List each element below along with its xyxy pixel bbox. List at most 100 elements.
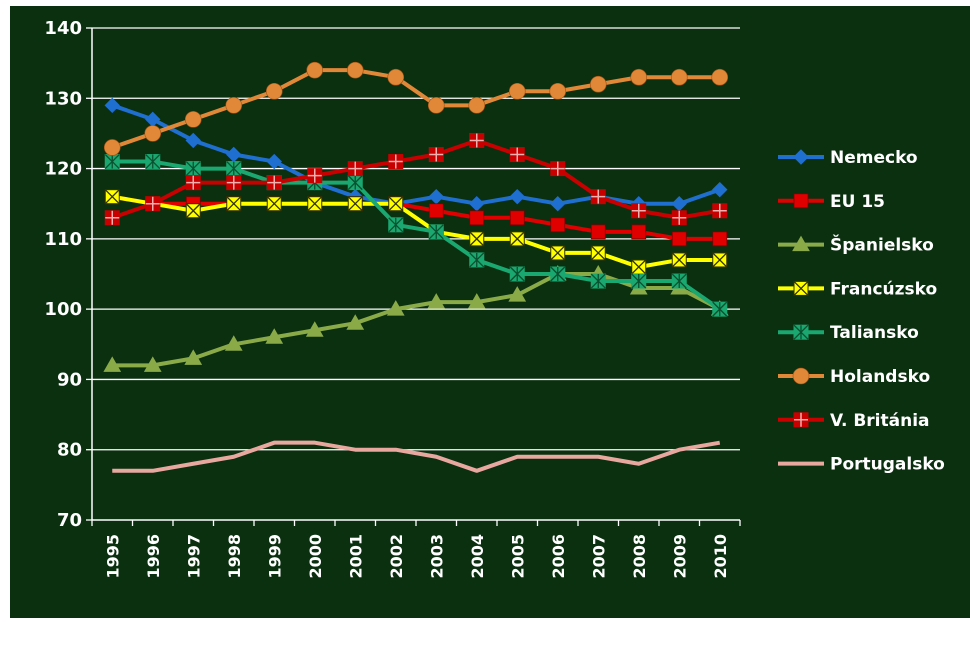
legend-marker	[793, 412, 809, 428]
legend-item: Holandsko	[778, 367, 930, 387]
data-point	[468, 97, 486, 114]
data-point	[670, 68, 688, 86]
legend-marker	[792, 235, 810, 252]
data-point	[185, 132, 201, 149]
data-point	[550, 245, 566, 261]
legend-label: Nemecko	[830, 148, 918, 168]
data-point	[144, 125, 162, 142]
data-point	[469, 132, 485, 148]
data-point	[145, 196, 161, 212]
data-point	[509, 210, 525, 226]
data-point	[469, 231, 485, 247]
legend-item: EU 15	[778, 192, 885, 212]
data-point	[550, 161, 566, 177]
data-point	[712, 252, 728, 268]
legend-label: Taliansko	[830, 323, 919, 343]
legend-marker	[793, 324, 809, 340]
data-point	[103, 139, 121, 156]
data-point	[387, 68, 405, 86]
x-tick-label: 2002	[387, 534, 406, 579]
data-point	[509, 147, 525, 163]
data-point	[509, 266, 525, 282]
data-point	[388, 196, 404, 212]
data-point	[590, 189, 606, 205]
x-tick-label: 1995	[103, 534, 122, 579]
data-point	[305, 321, 324, 337]
y-tick-labels: 70 80 90 100 110 120 130 140	[44, 18, 82, 531]
series-line-francúzsko	[111, 194, 720, 269]
data-point	[306, 61, 324, 79]
data-point	[386, 300, 405, 316]
data-point	[508, 82, 526, 100]
x-tick-label: 2001	[346, 534, 365, 579]
x-tick-label: 2010	[711, 534, 730, 579]
series-line-taliansko	[112, 159, 721, 311]
y-tick-label: 110	[44, 229, 82, 250]
data-point	[590, 273, 606, 289]
x-tick-label: 2009	[670, 534, 689, 579]
data-point	[428, 224, 444, 240]
data-point	[307, 196, 323, 212]
legend-marker	[793, 193, 809, 209]
data-point	[184, 349, 203, 365]
y-tick-label: 70	[57, 510, 82, 531]
data-point	[266, 175, 282, 191]
data-point	[508, 286, 527, 302]
data-point	[265, 328, 284, 344]
legend-item: V. Británia	[778, 411, 930, 431]
y-tick-label: 90	[57, 369, 82, 390]
x-tick-label: 1998	[225, 534, 244, 579]
y-tick-label: 120	[44, 159, 82, 180]
data-point	[469, 210, 485, 226]
data-point	[509, 231, 525, 247]
data-point	[631, 273, 647, 289]
series-line-nemecko	[111, 103, 721, 206]
legend-label: Francúzsko	[830, 279, 937, 299]
data-point	[226, 161, 242, 177]
data-point	[104, 189, 120, 205]
data-point	[347, 196, 363, 212]
data-point	[185, 203, 201, 219]
data-point	[671, 273, 687, 289]
data-point	[224, 335, 243, 351]
x-tick-label: 1996	[144, 534, 163, 579]
x-tick-labels: 1995 1996 1997 1998 1999 2000 2001 2002 2003 2004…	[103, 534, 730, 579]
y-tick-label: 130	[44, 88, 82, 109]
data-point	[265, 82, 283, 100]
x-tick-label: 2008	[630, 534, 649, 579]
data-point	[104, 154, 120, 170]
x-tick-label: 2000	[306, 534, 325, 579]
legend: Nemecko EU 15 Španielsko Francúzsko Taliansk…	[778, 148, 945, 475]
series-lines	[103, 61, 729, 473]
data-point	[184, 111, 202, 128]
legend-marker	[792, 367, 810, 385]
y-tick-label: 100	[44, 299, 82, 320]
data-point	[671, 210, 687, 226]
data-point	[346, 314, 365, 330]
legend-label: EU 15	[830, 192, 885, 212]
series-nemecko	[104, 97, 728, 212]
data-point	[225, 97, 243, 114]
data-point	[550, 217, 566, 233]
data-point	[590, 245, 606, 261]
data-point	[266, 153, 282, 170]
data-point	[631, 203, 647, 219]
data-point	[671, 252, 687, 268]
legend-item: Francúzsko	[778, 279, 937, 299]
series-portugalsko	[112, 440, 721, 473]
data-point	[550, 266, 566, 282]
legend-marker	[793, 149, 809, 165]
data-point	[427, 97, 445, 114]
x-tick-label: 1997	[184, 534, 203, 579]
data-point	[469, 252, 485, 268]
chart-background	[10, 6, 970, 618]
series-line-portugalsko	[112, 440, 721, 473]
data-point	[631, 259, 647, 275]
data-point	[347, 161, 363, 177]
data-point	[630, 68, 648, 86]
data-point	[589, 75, 607, 93]
data-point	[145, 154, 161, 170]
data-point	[550, 196, 566, 212]
series-line-eu-15	[111, 194, 720, 241]
